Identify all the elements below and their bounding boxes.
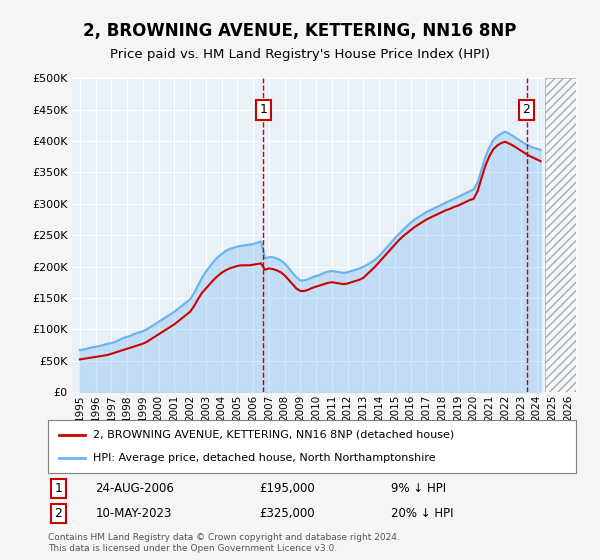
Text: 2, BROWNING AVENUE, KETTERING, NN16 8NP (detached house): 2, BROWNING AVENUE, KETTERING, NN16 8NP … (93, 430, 454, 440)
Text: 1: 1 (259, 103, 268, 116)
Text: Price paid vs. HM Land Registry's House Price Index (HPI): Price paid vs. HM Land Registry's House … (110, 48, 490, 60)
Text: £325,000: £325,000 (259, 507, 315, 520)
Text: 24-AUG-2006: 24-AUG-2006 (95, 482, 175, 495)
Text: 9% ↓ HPI: 9% ↓ HPI (391, 482, 446, 495)
Text: Contains HM Land Registry data © Crown copyright and database right 2024.: Contains HM Land Registry data © Crown c… (48, 533, 400, 542)
Text: 10-MAY-2023: 10-MAY-2023 (95, 507, 172, 520)
Text: HPI: Average price, detached house, North Northamptonshire: HPI: Average price, detached house, Nort… (93, 453, 436, 463)
Text: £195,000: £195,000 (259, 482, 315, 495)
Text: 2, BROWNING AVENUE, KETTERING, NN16 8NP: 2, BROWNING AVENUE, KETTERING, NN16 8NP (83, 22, 517, 40)
Text: 1: 1 (55, 482, 62, 495)
Text: 2: 2 (55, 507, 62, 520)
Text: 2: 2 (523, 103, 530, 116)
Text: This data is licensed under the Open Government Licence v3.0.: This data is licensed under the Open Gov… (48, 544, 337, 553)
Text: 20% ↓ HPI: 20% ↓ HPI (391, 507, 454, 520)
